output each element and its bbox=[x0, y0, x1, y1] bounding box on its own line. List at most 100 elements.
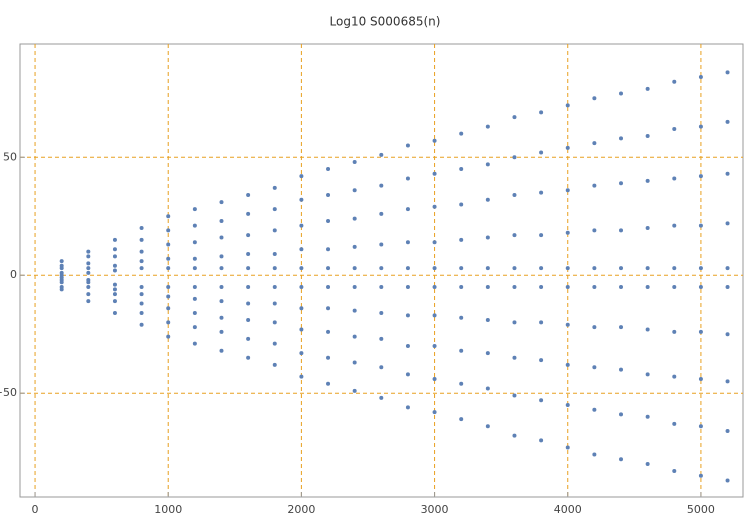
data-point bbox=[272, 301, 277, 306]
data-point bbox=[512, 320, 517, 325]
data-point bbox=[539, 110, 544, 115]
data-point bbox=[485, 318, 490, 323]
data-point bbox=[86, 285, 91, 290]
data-point bbox=[565, 445, 570, 450]
data-point bbox=[246, 318, 251, 323]
data-point bbox=[539, 233, 544, 238]
data-point bbox=[592, 325, 597, 330]
data-point bbox=[192, 310, 197, 315]
data-point bbox=[512, 155, 517, 160]
data-point bbox=[645, 414, 650, 419]
data-point bbox=[192, 207, 197, 212]
data-point bbox=[299, 374, 304, 379]
data-point bbox=[405, 207, 410, 212]
data-point bbox=[405, 344, 410, 348]
data-point bbox=[672, 329, 677, 334]
data-point bbox=[619, 285, 624, 290]
data-point bbox=[219, 315, 224, 320]
data-point bbox=[272, 285, 277, 290]
data-point bbox=[672, 374, 677, 379]
data-point bbox=[246, 251, 251, 256]
y-tick-label: 0 bbox=[10, 268, 17, 281]
data-point bbox=[166, 306, 171, 311]
data-point bbox=[352, 159, 357, 164]
data-point bbox=[405, 143, 410, 148]
data-point bbox=[166, 228, 171, 233]
data-point bbox=[299, 266, 304, 271]
data-point bbox=[326, 247, 331, 252]
data-point bbox=[166, 334, 171, 339]
data-point bbox=[672, 285, 677, 290]
data-point bbox=[112, 254, 117, 259]
data-point bbox=[139, 322, 144, 327]
data-point bbox=[139, 259, 144, 264]
data-point bbox=[246, 233, 251, 238]
data-point bbox=[299, 351, 304, 356]
data-point bbox=[272, 251, 277, 256]
data-point bbox=[379, 365, 384, 370]
data-point bbox=[698, 329, 703, 334]
data-point bbox=[565, 362, 570, 367]
data-point bbox=[539, 438, 544, 443]
data-point bbox=[352, 285, 357, 290]
data-point bbox=[272, 207, 277, 212]
data-point bbox=[672, 421, 677, 426]
data-point bbox=[352, 216, 357, 221]
data-point bbox=[432, 240, 437, 245]
data-point bbox=[326, 381, 331, 386]
data-point bbox=[645, 327, 650, 332]
data-point bbox=[485, 266, 490, 271]
data-point bbox=[645, 86, 650, 91]
data-point bbox=[219, 254, 224, 259]
data-point bbox=[698, 266, 703, 271]
data-point bbox=[432, 313, 437, 318]
data-point bbox=[645, 134, 650, 139]
data-point bbox=[112, 247, 117, 252]
data-point bbox=[512, 285, 517, 290]
data-point bbox=[192, 256, 197, 261]
data-point bbox=[432, 138, 437, 143]
data-point bbox=[592, 228, 597, 233]
data-point bbox=[459, 285, 464, 290]
data-point bbox=[512, 233, 517, 238]
data-point bbox=[645, 461, 650, 466]
data-point bbox=[379, 242, 384, 247]
data-point bbox=[725, 428, 730, 433]
data-point bbox=[272, 228, 277, 233]
data-point bbox=[672, 266, 677, 271]
data-point bbox=[166, 242, 171, 247]
data-point bbox=[112, 287, 117, 292]
data-point bbox=[539, 358, 544, 363]
data-point bbox=[485, 424, 490, 429]
data-point bbox=[379, 336, 384, 341]
data-point bbox=[405, 266, 410, 271]
data-point bbox=[405, 372, 410, 377]
data-point bbox=[592, 183, 597, 188]
data-point bbox=[405, 313, 410, 318]
data-point bbox=[379, 183, 384, 188]
data-point bbox=[86, 254, 91, 259]
data-point bbox=[326, 355, 331, 360]
data-point bbox=[192, 223, 197, 228]
data-point bbox=[619, 228, 624, 233]
data-point bbox=[485, 124, 490, 129]
data-point bbox=[272, 341, 277, 346]
data-point bbox=[192, 296, 197, 301]
data-point bbox=[619, 412, 624, 417]
data-point bbox=[272, 185, 277, 190]
data-point bbox=[645, 226, 650, 231]
data-point bbox=[539, 190, 544, 195]
data-point bbox=[326, 329, 331, 334]
data-point bbox=[326, 218, 331, 223]
x-tick-label: 2000 bbox=[287, 503, 315, 516]
data-point bbox=[219, 235, 224, 240]
data-point bbox=[219, 266, 224, 271]
data-point bbox=[246, 193, 251, 197]
data-point bbox=[698, 285, 703, 290]
data-point bbox=[565, 402, 570, 407]
data-point bbox=[59, 287, 64, 292]
data-point bbox=[698, 223, 703, 228]
data-point bbox=[86, 299, 91, 304]
data-point bbox=[352, 388, 357, 393]
data-point bbox=[672, 223, 677, 228]
